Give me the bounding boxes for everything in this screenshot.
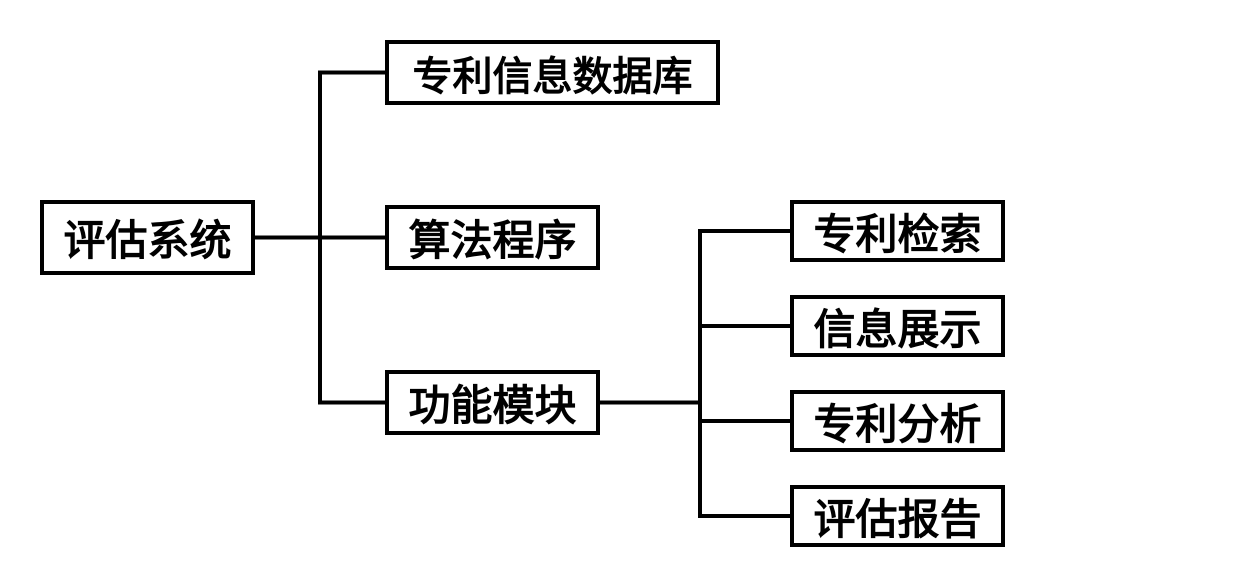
node-anal: 专利分析 <box>790 390 1005 452</box>
node-func: 功能模块 <box>385 370 600 435</box>
node-report: 评估报告 <box>790 485 1005 547</box>
node-root: 评估系统 <box>40 200 255 275</box>
node-info: 信息展示 <box>790 295 1005 357</box>
node-search: 专利检索 <box>790 200 1005 262</box>
node-db: 专利信息数据库 <box>385 40 720 105</box>
node-algo: 算法程序 <box>385 205 600 270</box>
